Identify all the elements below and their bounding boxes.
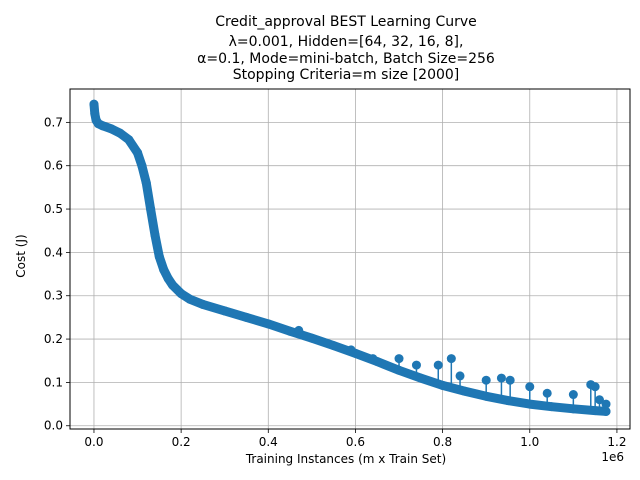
cost-spike-point [496,373,506,383]
cost-point [329,341,339,351]
cost-spike-point [346,345,356,355]
x-tick-label: 0.8 [433,435,452,449]
y-tick-label: 0.3 [44,289,63,303]
y-tick-label: 0.2 [44,332,63,346]
y-tick-label: 0.1 [44,375,63,389]
cost-spike-point [525,382,535,392]
cost-point [547,402,557,412]
cost-spike-point [568,390,578,400]
y-tick-label: 0.0 [44,419,63,433]
title-line-3: α=0.1, Mode=mini-batch, Batch Size=256 [197,51,495,67]
cost-point [285,326,295,336]
cost-spike-point [481,375,491,385]
cost-point [307,333,317,343]
x-tick-label: 0.2 [172,435,191,449]
cost-point [98,121,108,131]
data-series [89,99,611,416]
x-tick-label: 0.6 [346,435,365,449]
cost-point [167,280,177,290]
y-axis-label: Cost (J) [14,234,28,277]
title-line-2: λ=0.001, Hidden=[64, 32, 16, 8], [229,34,464,50]
cost-point [124,135,134,145]
cost-spike-point [368,354,378,364]
y-tick-label: 0.4 [44,245,63,259]
x-tick-label: 1.0 [520,435,539,449]
cost-point [503,396,513,406]
cost-spike-point [601,399,611,409]
chart-title: Credit_approval BEST Learning Curve λ=0.… [197,14,495,83]
cost-point [459,386,469,396]
cost-spike-point [590,382,600,392]
title-line-4: Stopping Criteria=m size [2000] [233,67,460,83]
cost-point [176,289,186,299]
cost-spike-point [394,354,404,364]
cost-point [198,299,208,309]
y-tick-label: 0.5 [44,202,63,216]
x-axis-label: Training Instances (m x Train Set) [245,452,446,466]
plot-frame [69,88,631,430]
cost-point [163,273,173,283]
cost-spike-point [433,360,443,370]
cost-point [241,312,251,322]
cost-point [106,124,116,134]
cost-spike-point [446,354,456,364]
cost-point [141,178,151,188]
y-tick-label: 0.6 [44,159,63,173]
cost-point [220,306,230,316]
cost-point [159,265,169,275]
cost-point [146,204,156,214]
cost-point [154,252,164,262]
axis-ticks: 0.0 0.2 0.4 0.6 0.8 1.0 1.2 0.0 0.1 0.2 0.3 0.4 0.5 0… [44,115,627,449]
cost-spike-point [542,388,552,398]
title-line-1: Credit_approval BEST Learning Curve [215,14,477,30]
cost-point [263,319,273,329]
cost-point [137,161,147,171]
x-axis-offset-text: 1e6 [601,450,624,464]
cost-point [185,294,195,304]
cost-point [115,128,125,138]
cost-spike-point [594,395,604,405]
x-tick-label: 0.4 [259,435,278,449]
cost-point [416,373,426,383]
grid-lines [70,89,630,429]
cost-spike-point [505,375,515,385]
cost-spike-point [294,325,304,335]
cost-spike-point [455,371,465,381]
cost-point [89,99,99,109]
cost-point [150,230,160,240]
cost-point [438,380,448,390]
x-tick-label: 1.2 [607,435,626,449]
cost-spike-point [411,360,421,370]
cost-point [133,148,143,158]
y-tick-label: 0.7 [44,115,63,129]
x-tick-label: 0.0 [84,435,103,449]
